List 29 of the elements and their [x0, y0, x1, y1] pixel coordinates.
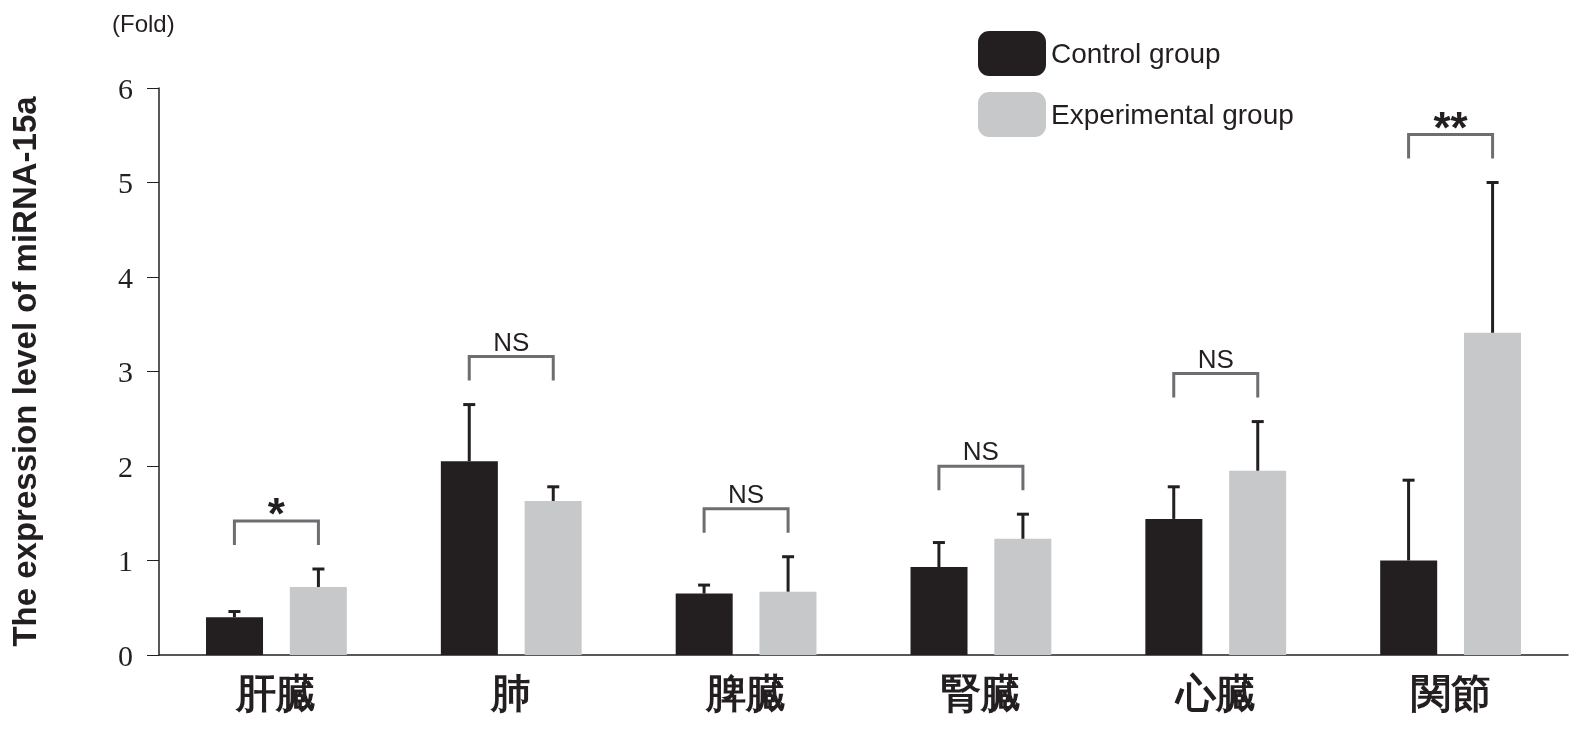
x-tick-label: 腎臓 — [940, 670, 1021, 716]
text: (Fold) — [112, 10, 175, 37]
y-tick-label: 5 — [118, 166, 133, 199]
bar — [759, 591, 817, 655]
annotation: NS — [728, 478, 765, 509]
bar — [1229, 470, 1287, 655]
annotation: NS — [1197, 343, 1234, 374]
x-tick-label: 関節 — [1410, 670, 1491, 716]
annotation: ** — [1433, 102, 1469, 152]
bar — [1463, 332, 1521, 655]
bar — [289, 586, 347, 655]
y-axis-title: The expression level of miRNA-15a — [6, 95, 43, 647]
y-tick-label: 0 — [118, 638, 133, 672]
legend-label: Control group — [1051, 38, 1221, 69]
y-tick-label: 6 — [118, 71, 133, 105]
bar — [994, 538, 1052, 655]
legend-label: Experimental group — [1051, 99, 1294, 130]
x-tick-label: 肝臓 — [235, 670, 317, 716]
y-tick-label: 1 — [118, 544, 133, 577]
y-tick-label: 3 — [118, 355, 133, 388]
y-tick-label: 2 — [118, 449, 133, 483]
annotation: NS — [493, 326, 530, 357]
x-tick-label: 心臓 — [1173, 670, 1256, 716]
x-tick-label: 脾臓 — [705, 670, 787, 716]
bar — [524, 500, 582, 655]
annotation: NS — [962, 436, 999, 467]
y-tick-label: 4 — [118, 260, 133, 294]
annotation: * — [267, 489, 286, 539]
x-tick-label: 肺 — [490, 670, 532, 716]
